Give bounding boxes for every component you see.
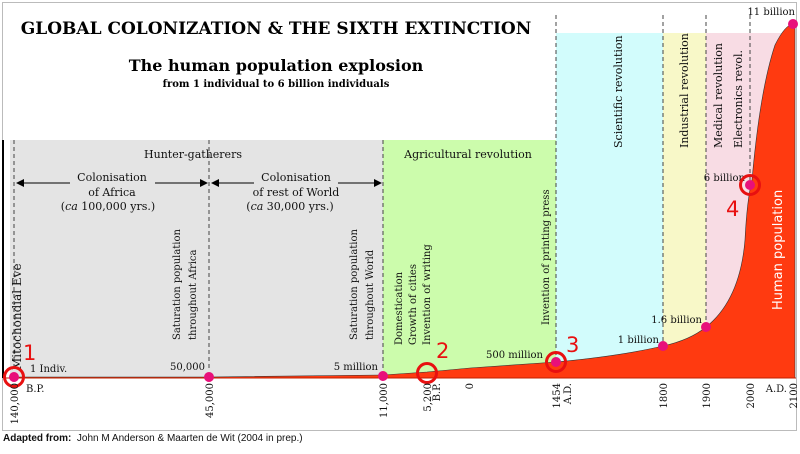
- span-world-line2: of rest of World: [253, 186, 340, 199]
- data-point: [204, 372, 214, 382]
- span-africa-line2: of Africa: [88, 186, 136, 199]
- x-tick-label: 0: [465, 383, 476, 389]
- span-africa-line3: (ca 100,000 yrs.): [61, 200, 155, 213]
- span-world-line3: (ca 30,000 yrs.): [246, 200, 333, 213]
- marker-circle: [3, 366, 25, 388]
- x-tick-label: 45,000: [205, 383, 216, 418]
- arrowhead-left-icon: [211, 179, 219, 187]
- era-scientific: Scientific revolution: [612, 35, 625, 148]
- marker-circle: [416, 362, 438, 384]
- era-axis-label: A.D.: [765, 384, 787, 395]
- x-tick-label: 2000: [746, 383, 757, 408]
- data-point: [745, 180, 755, 190]
- marker-circle: [545, 351, 567, 373]
- arrowhead-left-icon: [16, 179, 24, 187]
- event-saturation-africa-2: throughout Africa: [188, 249, 199, 340]
- era-axis-label: B.P.: [26, 384, 44, 395]
- data-label: 11 billion: [747, 7, 795, 18]
- data-label: 1 billion: [618, 335, 660, 346]
- band-agricultural: [383, 140, 556, 378]
- event-saturation-world-2: throughout World: [365, 249, 376, 340]
- event-growth-cities: Growth of cities: [408, 264, 419, 345]
- data-label: 1.6 billion: [651, 315, 702, 326]
- data-point: [9, 372, 19, 382]
- era-electronics: Electronics revol.: [732, 50, 745, 148]
- data-point: [788, 19, 798, 29]
- span-africa-line1: Colonisation: [77, 171, 147, 184]
- era-industrial: Industrial revolution: [678, 33, 691, 148]
- event-mitochondrial-eve: Mitochondial Eve: [10, 263, 24, 370]
- era-axis-label: B.P.: [432, 383, 443, 401]
- x-tick-label: 11,000: [379, 383, 390, 418]
- population-label: Human population: [771, 190, 786, 310]
- population-area: [9, 23, 796, 379]
- band-hunter-gatherers: [10, 140, 383, 378]
- data-label: 1 Indiv.: [30, 364, 67, 375]
- event-printing-press: Invention of printing press: [541, 189, 552, 325]
- x-tick-label: 1900: [702, 383, 713, 408]
- arrowhead-right-icon: [374, 179, 382, 187]
- marker-number: 4: [726, 197, 739, 221]
- x-tick-label: 5,200: [423, 383, 434, 412]
- span-world-line1: Colonisation: [261, 171, 331, 184]
- event-saturation-africa-1: Saturation population: [172, 228, 183, 340]
- main-title: GLOBAL COLONIZATION & THE SIXTH EXTINCTI…: [21, 19, 532, 39]
- event-domestication: Domestication: [394, 271, 405, 345]
- x-tick-label: 140,000: [10, 383, 21, 424]
- band-scientific: [556, 33, 663, 378]
- era-medical: Medical revolution: [712, 43, 725, 148]
- footer-text: John M Anderson & Maarten de Wit (2004 i…: [76, 433, 303, 444]
- data-label: 500 million: [486, 350, 544, 361]
- marker-number: 3: [566, 333, 579, 357]
- x-tick-label: 2100: [789, 383, 800, 408]
- footer: Adapted from: John M Anderson & Maarten …: [3, 433, 303, 444]
- data-point: [378, 371, 388, 381]
- data-point: [551, 357, 561, 367]
- era-hunter-gatherers: Hunter-gatherers: [144, 148, 242, 161]
- arrowhead-right-icon: [200, 179, 208, 187]
- data-label: 6 billion: [704, 173, 746, 184]
- subsubtitle: from 1 individual to 6 billion individua…: [163, 79, 390, 90]
- data-label: 50,000: [170, 362, 205, 373]
- marker-number: 1: [23, 341, 36, 365]
- subtitle: The human population explosion: [129, 56, 424, 75]
- era-axis-label: A.D.: [563, 383, 574, 405]
- event-writing: Invention of writing: [422, 244, 433, 345]
- data-point: [701, 322, 711, 332]
- footer-label: Adapted from:: [3, 433, 72, 444]
- x-tick-label: 1800: [659, 383, 670, 408]
- marker-circle: [739, 174, 761, 196]
- data-point: [658, 341, 668, 351]
- band-industrial: [663, 33, 706, 378]
- data-label: 5 million: [334, 362, 379, 373]
- event-saturation-world-1: Saturation population: [349, 228, 360, 340]
- x-tick-label: 1454: [552, 383, 563, 408]
- marker-number: 2: [436, 339, 449, 363]
- era-agricultural: Agricultural revolution: [403, 148, 532, 161]
